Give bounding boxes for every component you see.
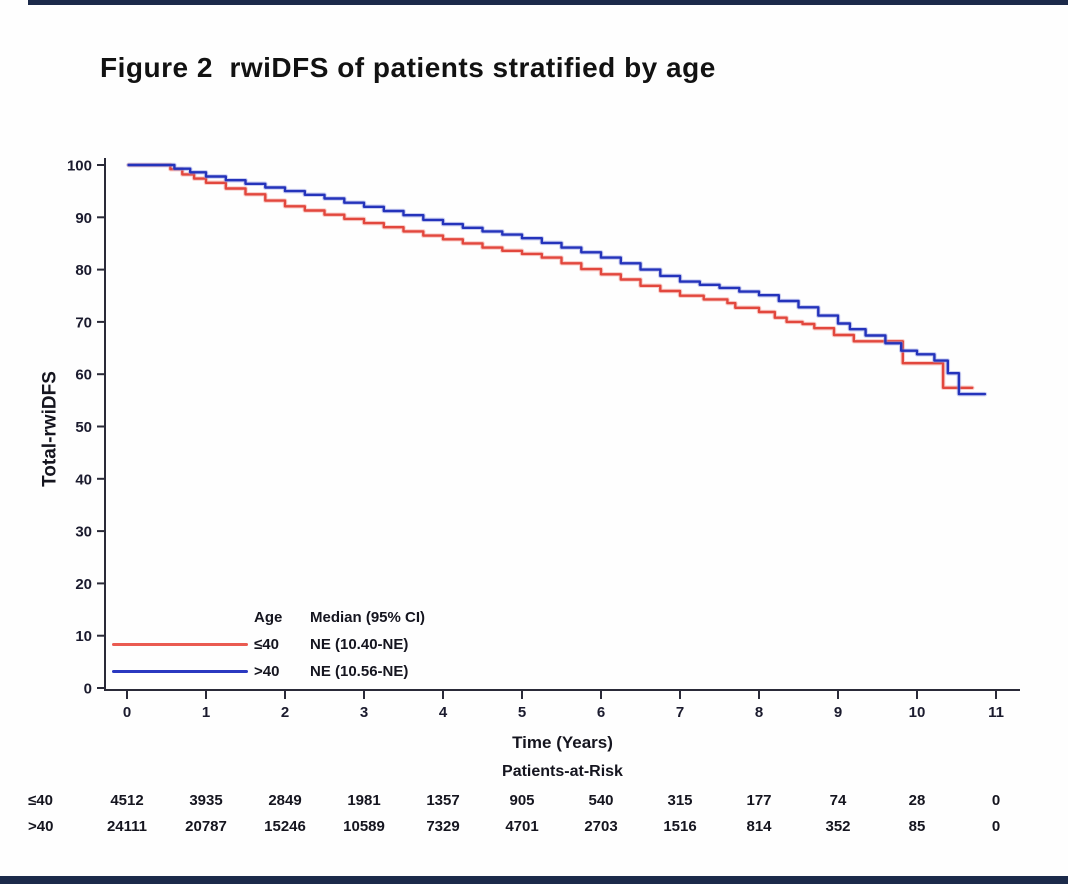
y-axis-title: Total-rwiDFS	[39, 371, 61, 487]
risk-value-r0-t3: 1981	[347, 792, 381, 809]
x-tick-label-0: 0	[123, 704, 131, 721]
risk-value-r1-t9: 352	[825, 818, 851, 835]
x-tick-label-5: 5	[518, 704, 526, 721]
risk-value-r1-t5: 4701	[505, 818, 539, 835]
risk-value-r1-t3: 10589	[343, 818, 385, 835]
legend-label-le40: ≤40	[254, 636, 279, 653]
y-tick-label-20: 20	[75, 576, 92, 593]
y-tick-label-90: 90	[75, 210, 92, 227]
risk-value-r1-t6: 2703	[584, 818, 618, 835]
x-axis-title: Time (Years)	[512, 733, 613, 752]
risk-row-label-1: >40	[28, 818, 54, 835]
x-tick-label-1: 1	[202, 704, 210, 721]
risk-value-r1-t7: 1516	[663, 818, 697, 835]
y-tick-label-0: 0	[84, 681, 92, 698]
risk-value-r1-t4: 7329	[426, 818, 460, 835]
curve->40	[127, 163, 987, 396]
y-tick-label-60: 60	[75, 367, 92, 384]
y-tick-label-100: 100	[67, 158, 92, 175]
y-tick-label-80: 80	[75, 262, 92, 279]
curve-halo-1	[126, 162, 988, 397]
y-tick-label-30: 30	[75, 524, 92, 541]
curve-halo-0	[126, 162, 975, 391]
legend-swatch-le40	[112, 643, 254, 646]
risk-value-r0-t1: 3935	[189, 792, 223, 809]
risk-value-r0-t10: 28	[908, 792, 926, 809]
x-tick-label-2: 2	[281, 704, 289, 721]
risk-value-r1-t11: 0	[991, 818, 1001, 835]
legend-median-le40: NE (10.40-NE)	[310, 636, 409, 653]
x-tick-label-3: 3	[360, 704, 368, 721]
risk-value-r1-t1: 20787	[185, 818, 227, 835]
risk-value-r1-t10: 85	[908, 818, 926, 835]
x-tick-label-11: 11	[988, 704, 1004, 721]
curve-≤40	[127, 163, 974, 389]
x-tick-label-7: 7	[676, 704, 684, 721]
legend-header-age: Age	[254, 609, 283, 626]
risk-value-r0-t6: 540	[588, 792, 614, 809]
bottom-accent-bar	[0, 876, 1068, 884]
y-tick-label-50: 50	[75, 419, 92, 436]
legend-swatch-gt40	[112, 670, 254, 673]
risk-value-r1-t8: 814	[746, 818, 772, 835]
risk-value-r0-t11: 0	[991, 792, 1001, 809]
legend-label-gt40: >40	[254, 663, 280, 680]
legend-median-gt40: NE (10.56-NE)	[310, 663, 409, 680]
risk-value-r0-t9: 74	[829, 792, 847, 809]
x-tick-label-6: 6	[597, 704, 605, 721]
legend-header-median: Median (95% CI)	[310, 609, 426, 626]
x-tick-label-9: 9	[834, 704, 842, 721]
x-tick-label-4: 4	[439, 704, 448, 721]
risk-value-r0-t0: 4512	[110, 792, 144, 809]
risk-value-r0-t2: 2849	[268, 792, 302, 809]
risk-row-label-0: ≤40	[28, 792, 53, 809]
x-tick-label-10: 10	[909, 704, 926, 721]
risk-value-r0-t5: 905	[509, 792, 535, 809]
y-tick-label-10: 10	[75, 628, 92, 645]
risk-value-r0-t7: 315	[667, 792, 693, 809]
figure-title: Figure 2 rwiDFS of patients stratified b…	[100, 52, 716, 83]
risk-value-r1-t0: 24111	[106, 818, 148, 835]
top-accent-bar	[28, 0, 1068, 5]
legend: Age Median (95% CI) ≤40 NE (10.40-NE) >4…	[112, 604, 425, 685]
y-tick-label-40: 40	[75, 471, 92, 488]
x-tick-label-8: 8	[755, 704, 763, 721]
risk-value-r0-t4: 1357	[426, 792, 460, 809]
risk-value-r1-t2: 15246	[264, 818, 306, 835]
risk-table-title: Patients-at-Risk	[502, 763, 623, 780]
risk-value-r0-t8: 177	[746, 792, 772, 809]
y-tick-label-70: 70	[75, 314, 92, 331]
